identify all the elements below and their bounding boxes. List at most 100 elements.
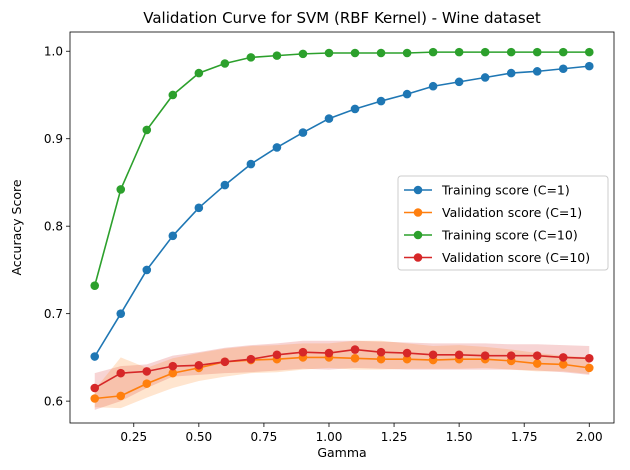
x-tick-label: 1.00 bbox=[316, 430, 343, 444]
training-score-c-1-point bbox=[350, 104, 360, 114]
legend-label: Validation score (C=1) bbox=[442, 205, 582, 220]
training-score-c-10-point bbox=[246, 53, 256, 62]
chart-title: Validation Curve for SVM (RBF Kernel) - … bbox=[143, 9, 541, 27]
training-score-c-1-point bbox=[168, 231, 178, 241]
training-score-c-10-point bbox=[298, 49, 308, 59]
y-tick-label: 0.8 bbox=[44, 219, 63, 233]
validation-score-c-10-point bbox=[402, 348, 412, 358]
validation-score-c-1-line bbox=[94, 356, 590, 400]
series-markers bbox=[90, 47, 594, 403]
validation-score-c-10-point bbox=[116, 368, 126, 378]
validation-score-c-1-point bbox=[584, 363, 594, 373]
validation-score-c-10-point bbox=[428, 350, 438, 360]
y-tick-label: 0.6 bbox=[44, 394, 63, 408]
validation-score-c-1-point bbox=[116, 391, 126, 401]
validation-score-c-10-point bbox=[220, 357, 230, 367]
validation-score-c-10-point bbox=[90, 383, 100, 393]
validation-score-c-1-point bbox=[558, 360, 568, 369]
y-tick-label: 0.7 bbox=[44, 307, 63, 321]
validation-score-c-10-point bbox=[194, 360, 204, 370]
training-score-c-1-point bbox=[376, 96, 386, 106]
x-tick-label: 0.25 bbox=[120, 430, 147, 444]
training-score-c-10-point bbox=[142, 125, 152, 135]
validation-score-c-10-band bbox=[94, 340, 590, 410]
training-score-c-1-point bbox=[506, 68, 516, 78]
validation-score-c-1-point bbox=[90, 394, 100, 403]
validation-score-c-10-point bbox=[168, 361, 178, 371]
training-score-c-10-point bbox=[428, 47, 438, 57]
plot-frame bbox=[69, 31, 615, 424]
training-score-c-1-point bbox=[246, 159, 256, 169]
training-score-c-10-point bbox=[558, 47, 568, 57]
training-score-c-1-point bbox=[480, 73, 490, 82]
x-tick-label: 1.50 bbox=[446, 430, 473, 444]
validation-score-c-10-point bbox=[558, 353, 568, 362]
legend: Training score (C=1) Validation score (C=… bbox=[397, 175, 609, 271]
training-score-c-1-point bbox=[584, 61, 594, 71]
validation-score-c-1-point bbox=[350, 353, 360, 363]
validation-score-c-10-point bbox=[298, 347, 308, 357]
training-score-c-1-point bbox=[272, 143, 282, 152]
legend-box bbox=[397, 175, 609, 271]
training-score-c-1-line bbox=[94, 65, 590, 357]
legend-label: Training score (C=1) bbox=[441, 183, 570, 198]
training-score-c-10-point bbox=[272, 51, 282, 60]
training-score-c-1-point bbox=[142, 265, 152, 275]
validation-score-c-1-point bbox=[376, 354, 386, 364]
y-axis-label: Accuracy Score bbox=[9, 179, 24, 275]
training-score-c-10-point bbox=[116, 185, 126, 194]
training-score-c-10-point bbox=[506, 47, 516, 57]
x-tick-label: 2.00 bbox=[576, 430, 603, 444]
training-score-c-1-point bbox=[454, 77, 464, 87]
training-score-c-10-point bbox=[90, 281, 100, 290]
training-score-c-1-point bbox=[532, 67, 542, 76]
training-score-c-10-point bbox=[194, 68, 204, 78]
training-score-c-10-point bbox=[532, 47, 542, 57]
validation-score-c-1-band bbox=[94, 340, 590, 409]
validation-score-c-10-point bbox=[480, 351, 490, 360]
validation-score-c-10-point bbox=[272, 350, 282, 360]
x-tick-label: 1.75 bbox=[511, 430, 538, 444]
series-lines bbox=[93, 51, 590, 400]
training-score-c-10-point bbox=[480, 47, 490, 57]
x-tick-label: 0.50 bbox=[185, 430, 212, 444]
x-tick-label: 1.25 bbox=[381, 430, 408, 444]
x-axis-label: Gamma bbox=[317, 445, 366, 460]
training-score-c-10-point bbox=[402, 48, 412, 58]
training-score-c-1-point bbox=[116, 309, 126, 318]
validation-score-c-10-line bbox=[94, 348, 590, 389]
y-tick-label: 0.9 bbox=[44, 132, 63, 146]
training-score-c-10-point bbox=[376, 48, 386, 58]
validation-score-c-10-point bbox=[454, 350, 464, 360]
validation-score-c-10-point bbox=[246, 354, 256, 364]
validation-score-c-1-point bbox=[168, 368, 178, 378]
validation-score-c-1-point bbox=[532, 359, 542, 368]
confidence-bands bbox=[94, 340, 590, 410]
training-score-c-10-point bbox=[220, 59, 230, 68]
validation-score-c-10-point bbox=[142, 367, 152, 376]
legend-swatch-marker bbox=[413, 208, 423, 217]
validation-score-c-10-point bbox=[324, 348, 334, 358]
x-axis-ticks: 0.25 0.50 0.75 1.00 1.25 1.50 1.75 2.00 bbox=[120, 423, 603, 444]
validation-score-c-10-point bbox=[532, 351, 542, 360]
x-tick-label: 0.75 bbox=[251, 430, 278, 444]
training-score-c-1-point bbox=[324, 114, 334, 123]
training-score-c-1-point bbox=[402, 89, 412, 99]
training-score-c-1-point bbox=[220, 180, 230, 190]
training-score-c-1-point bbox=[194, 203, 204, 213]
validation-score-c-10-point bbox=[584, 353, 594, 363]
validation-score-c-1-point bbox=[142, 379, 152, 388]
training-score-c-1-point bbox=[90, 352, 100, 361]
legend-label: Validation score (C=10) bbox=[442, 250, 590, 265]
validation-score-c-1-point bbox=[402, 354, 412, 364]
training-score-c-10-point bbox=[324, 48, 334, 58]
training-score-c-10-point bbox=[584, 47, 594, 57]
legend-label: Training score (C=10) bbox=[441, 228, 578, 243]
validation-score-c-10-point bbox=[376, 347, 386, 357]
training-score-c-1-point bbox=[298, 128, 308, 137]
training-score-c-10-point bbox=[454, 47, 464, 57]
training-score-c-1-point bbox=[428, 81, 438, 91]
training-score-c-10-point bbox=[350, 48, 360, 58]
validation-score-c-10-point bbox=[350, 345, 360, 354]
